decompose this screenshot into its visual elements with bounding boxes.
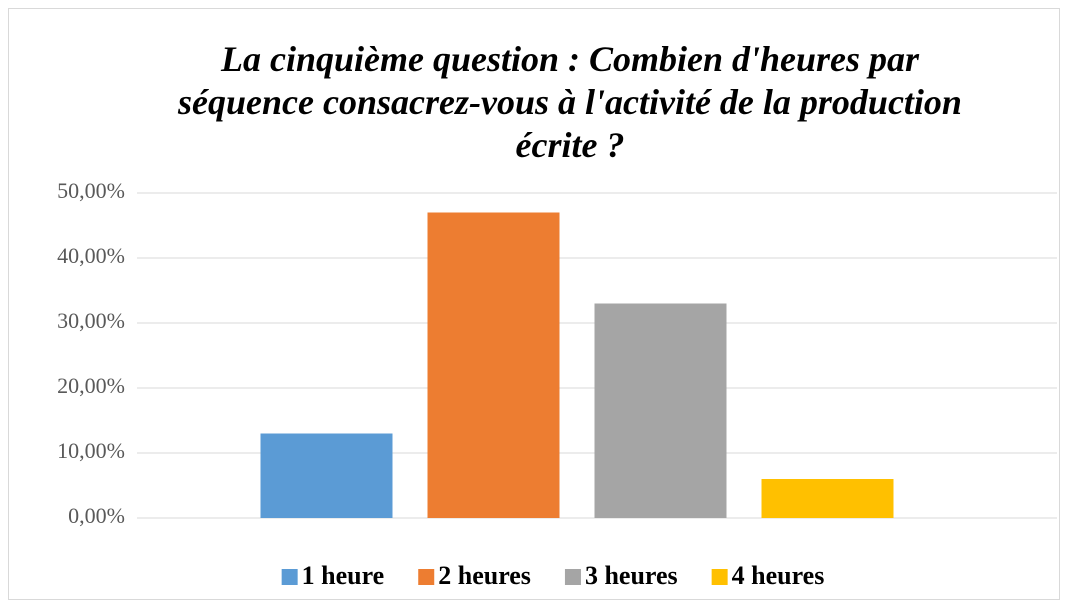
bar bbox=[260, 433, 393, 518]
legend-label: 4 heures bbox=[732, 561, 825, 590]
legend-swatch bbox=[564, 569, 581, 585]
y-tick-label: 30,00% bbox=[57, 308, 125, 333]
bar bbox=[761, 479, 894, 518]
y-tick-label: 40,00% bbox=[57, 243, 125, 268]
legend-swatch bbox=[281, 569, 298, 585]
bar bbox=[594, 303, 727, 518]
bar bbox=[427, 212, 560, 518]
legend-label: 3 heures bbox=[585, 561, 678, 590]
y-tick-label: 10,00% bbox=[57, 438, 125, 463]
legend-swatch bbox=[418, 569, 435, 585]
legend-label: 1 heure bbox=[302, 561, 385, 590]
y-tick-label: 0,00% bbox=[68, 503, 125, 528]
chart-frame bbox=[8, 8, 1060, 600]
y-tick-label: 20,00% bbox=[57, 373, 125, 398]
legend-label: 2 heures bbox=[438, 561, 531, 590]
chart-title: La cinquième question : Combien d'heures… bbox=[178, 39, 962, 165]
y-tick-label: 50,00% bbox=[57, 178, 125, 203]
legend-swatch bbox=[711, 569, 728, 585]
